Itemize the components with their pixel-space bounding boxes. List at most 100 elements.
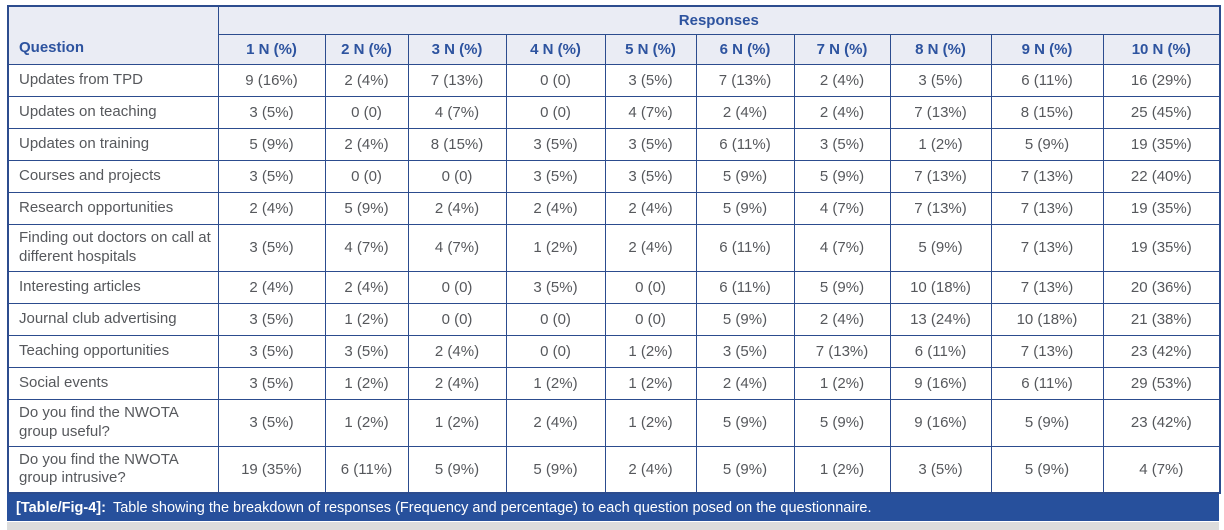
value-cell: 3 (5%) [604, 63, 697, 97]
value-cell: 2 (4%) [793, 95, 891, 129]
value-cell: 7 (13%) [990, 159, 1104, 193]
value-cell: 19 (35%) [1102, 223, 1221, 272]
table-row: Research opportunities 2 (4%) 5 (9%) 2 (… [7, 191, 1221, 225]
value-cell: 5 (9%) [695, 302, 795, 336]
column-header-row: 1 N (%) 2 N (%) 3 N (%) 4 N (%) 5 N (%) … [8, 33, 1221, 65]
value-cell: 21 (38%) [1102, 302, 1221, 336]
value-cell: 2 (4%) [217, 270, 326, 304]
value-cell: 3 (5%) [217, 302, 326, 336]
value-cell: 8 (15%) [407, 127, 507, 161]
value-cell: 5 (9%) [324, 191, 409, 225]
table-row: Courses and projects 3 (5%) 0 (0) 0 (0) … [7, 159, 1221, 193]
value-cell: 7 (13%) [889, 159, 992, 193]
responses-group-header: Responses [217, 5, 1221, 35]
value-cell: 5 (9%) [217, 127, 326, 161]
value-cell: 13 (24%) [889, 302, 992, 336]
table-row: Do you find the NWOTA group intrusive? 1… [7, 445, 1221, 494]
value-cell: 6 (11%) [695, 223, 795, 272]
value-cell: 1 (2%) [793, 445, 891, 494]
value-cell: 3 (5%) [793, 127, 891, 161]
column-header-8: 8 N (%) [889, 33, 992, 65]
value-cell: 2 (4%) [407, 366, 507, 400]
value-cell: 9 (16%) [889, 366, 992, 400]
value-cell: 4 (7%) [407, 223, 507, 272]
value-cell: 1 (2%) [604, 334, 697, 368]
value-cell: 19 (35%) [217, 445, 326, 494]
value-cell: 10 (18%) [889, 270, 992, 304]
question-cell: Updates on teaching [7, 95, 219, 129]
column-header-7: 7 N (%) [793, 33, 891, 65]
value-cell: 9 (16%) [217, 63, 326, 97]
value-cell: 0 (0) [407, 302, 507, 336]
value-cell: 0 (0) [324, 159, 409, 193]
value-cell: 2 (4%) [407, 334, 507, 368]
value-cell: 7 (13%) [407, 63, 507, 97]
value-cell: 4 (7%) [1102, 445, 1221, 494]
value-cell: 2 (4%) [505, 398, 606, 447]
value-cell: 4 (7%) [604, 95, 697, 129]
value-cell: 3 (5%) [217, 159, 326, 193]
value-cell: 3 (5%) [217, 223, 326, 272]
value-cell: 1 (2%) [889, 127, 992, 161]
table-row: Updates from TPD 9 (16%) 2 (4%) 7 (13%) … [7, 63, 1221, 97]
table-row: Do you find the NWOTA group useful? 3 (5… [7, 398, 1221, 447]
value-cell: 6 (11%) [889, 334, 992, 368]
value-cell: 5 (9%) [990, 127, 1104, 161]
value-cell: 5 (9%) [990, 445, 1104, 494]
value-cell: 3 (5%) [217, 398, 326, 447]
value-cell: 3 (5%) [604, 127, 697, 161]
value-cell: 3 (5%) [695, 334, 795, 368]
value-cell: 7 (13%) [990, 191, 1104, 225]
value-cell: 1 (2%) [407, 398, 507, 447]
value-cell: 7 (13%) [889, 95, 992, 129]
value-cell: 5 (9%) [990, 398, 1104, 447]
value-cell: 16 (29%) [1102, 63, 1221, 97]
value-cell: 29 (53%) [1102, 366, 1221, 400]
figure-caption-text: Table showing the breakdown of responses… [112, 499, 872, 516]
value-cell: 7 (13%) [990, 270, 1104, 304]
value-cell: 1 (2%) [604, 398, 697, 447]
value-cell: 2 (4%) [793, 302, 891, 336]
value-cell: 6 (11%) [695, 270, 795, 304]
value-cell: 2 (4%) [604, 223, 697, 272]
figure-caption-label: [Table/Fig-4]: [16, 499, 106, 516]
value-cell: 0 (0) [505, 302, 606, 336]
table-row: Updates on training 5 (9%) 2 (4%) 8 (15%… [7, 127, 1221, 161]
value-cell: 5 (9%) [889, 223, 992, 272]
value-cell: 2 (4%) [695, 95, 795, 129]
value-cell: 3 (5%) [217, 95, 326, 129]
value-cell: 5 (9%) [695, 398, 795, 447]
value-cell: 3 (5%) [505, 159, 606, 193]
value-cell: 0 (0) [407, 159, 507, 193]
question-cell: Do you find the NWOTA group useful? [7, 398, 219, 447]
value-cell: 3 (5%) [889, 63, 992, 97]
question-column-header: Question [7, 5, 219, 65]
table-row: Social events 3 (5%) 1 (2%) 2 (4%) 1 (2%… [7, 366, 1221, 400]
value-cell: 0 (0) [604, 302, 697, 336]
question-cell: Finding out doctors on call at different… [7, 223, 219, 272]
value-cell: 0 (0) [407, 270, 507, 304]
value-cell: 19 (35%) [1102, 127, 1221, 161]
value-cell: 3 (5%) [505, 127, 606, 161]
value-cell: 3 (5%) [324, 334, 409, 368]
value-cell: 0 (0) [505, 63, 606, 97]
table-row: Updates on teaching 3 (5%) 0 (0) 4 (7%) … [7, 95, 1221, 129]
value-cell: 9 (16%) [889, 398, 992, 447]
value-cell: 1 (2%) [505, 223, 606, 272]
value-cell: 2 (4%) [407, 191, 507, 225]
question-cell: Interesting articles [7, 270, 219, 304]
value-cell: 2 (4%) [324, 63, 409, 97]
column-header-9: 9 N (%) [990, 33, 1104, 65]
value-cell: 5 (9%) [695, 159, 795, 193]
value-cell: 2 (4%) [604, 191, 697, 225]
value-cell: 5 (9%) [793, 159, 891, 193]
column-header-2: 2 N (%) [324, 33, 409, 65]
value-cell: 0 (0) [604, 270, 697, 304]
value-cell: 1 (2%) [505, 366, 606, 400]
responses-table: Question Responses 1 N (%) 2 N (%) 3 N (… [7, 5, 1222, 494]
value-cell: 23 (42%) [1102, 334, 1221, 368]
value-cell: 23 (42%) [1102, 398, 1221, 447]
value-cell: 2 (4%) [324, 127, 409, 161]
table-row: Interesting articles 2 (4%) 2 (4%) 0 (0)… [7, 270, 1221, 304]
column-header-6: 6 N (%) [695, 33, 795, 65]
